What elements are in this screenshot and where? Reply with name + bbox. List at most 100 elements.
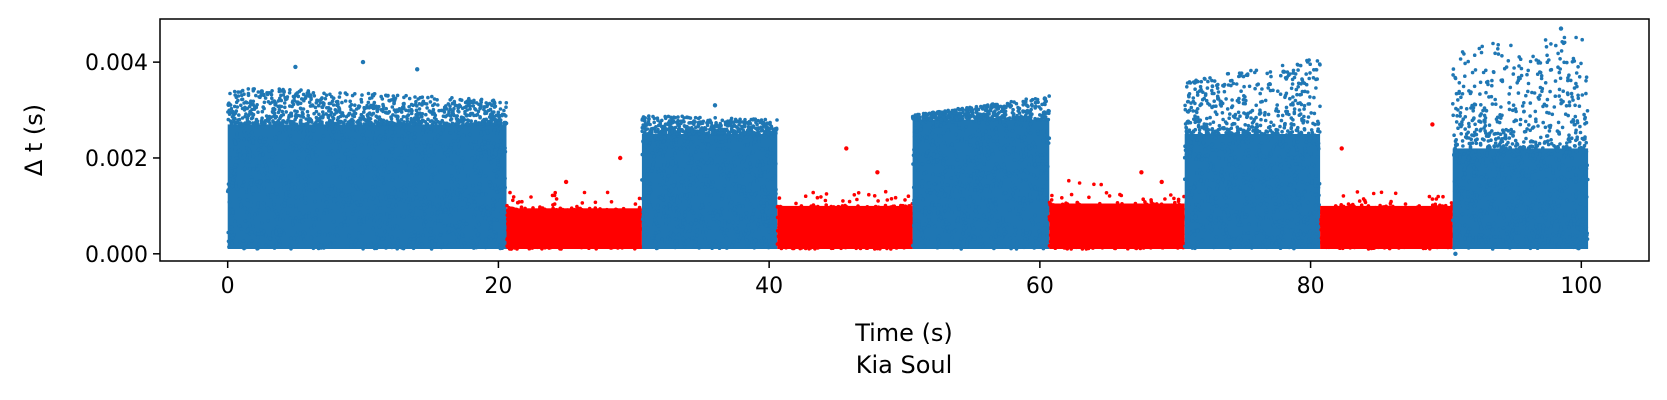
data-point [275,225,280,229]
data-point [691,181,696,186]
data-point [473,171,478,175]
data-point [873,204,878,209]
data-point [309,226,314,231]
data-point [720,163,725,168]
data-point [952,229,956,234]
data-point [1041,128,1046,133]
data-point [533,232,538,237]
data-point [695,233,699,238]
data-point [330,126,334,131]
data-point [652,120,656,125]
data-point [876,199,880,203]
data-point [957,126,961,130]
data-point [599,215,604,219]
data-point [717,220,721,225]
data-point [261,152,266,157]
data-point [696,120,701,125]
data-point [297,144,302,149]
data-point [345,244,350,248]
data-point [826,231,831,235]
data-point [690,209,694,213]
data-point [502,108,506,113]
data-point [313,146,318,151]
data-point [491,207,495,211]
data-point [756,118,760,123]
data-point [659,137,664,141]
data-point [662,139,666,143]
data-point [306,160,310,165]
data-point [1029,154,1033,158]
data-point [856,229,861,234]
data-point [645,205,649,209]
data-point [1022,245,1026,250]
data-point [511,226,516,231]
data-point [292,236,297,241]
data-point [325,200,329,204]
data-point [363,242,367,246]
data-point [395,108,399,112]
data-point [226,239,231,244]
data-point [335,233,340,238]
data-point [435,194,439,199]
data-point [884,227,888,232]
data-point [292,98,297,103]
data-point [266,245,271,249]
data-point [660,237,664,241]
data-point [720,118,725,123]
data-point [508,190,512,195]
data-point [647,131,651,136]
data-point [382,163,387,168]
data-point [764,220,769,224]
data-point [989,235,993,240]
data-point [721,172,726,176]
data-point [254,93,258,98]
data-point [831,205,836,209]
data-point [341,121,346,125]
data-point [735,238,739,243]
data-point [401,161,406,165]
data-point [670,129,674,133]
data-point [1004,129,1009,133]
data-point [270,148,274,152]
data-point [777,236,782,241]
data-point [337,130,341,134]
data-point [260,221,264,225]
data-point [676,115,680,119]
data-point [402,95,406,100]
data-point [1005,199,1010,203]
data-point [1003,191,1008,195]
data-point [988,243,993,248]
data-point [440,196,444,201]
data-point [433,136,438,141]
data-point [625,239,629,243]
data-point [784,245,788,250]
data-point [366,190,371,194]
data-point [519,238,524,243]
data-point [857,217,862,222]
data-point [787,222,791,227]
data-point [778,244,783,248]
data-point [493,117,498,122]
data-point [839,246,843,251]
data-point [288,134,293,138]
data-point [854,246,858,251]
data-point [395,117,400,121]
data-point [331,130,336,134]
data-point [237,117,242,122]
data-point [704,219,709,224]
data-point [926,224,931,228]
data-point [551,206,555,211]
data-point [258,135,263,140]
data-point [405,116,410,121]
data-point [560,222,565,227]
data-point [844,146,849,151]
data-point [394,194,399,199]
data-point [759,239,764,243]
data-point [446,122,450,127]
data-point [370,93,375,97]
data-point [449,242,454,247]
data-point [254,120,259,125]
data-point [424,154,428,158]
data-point [264,243,268,247]
data-point [965,173,970,178]
